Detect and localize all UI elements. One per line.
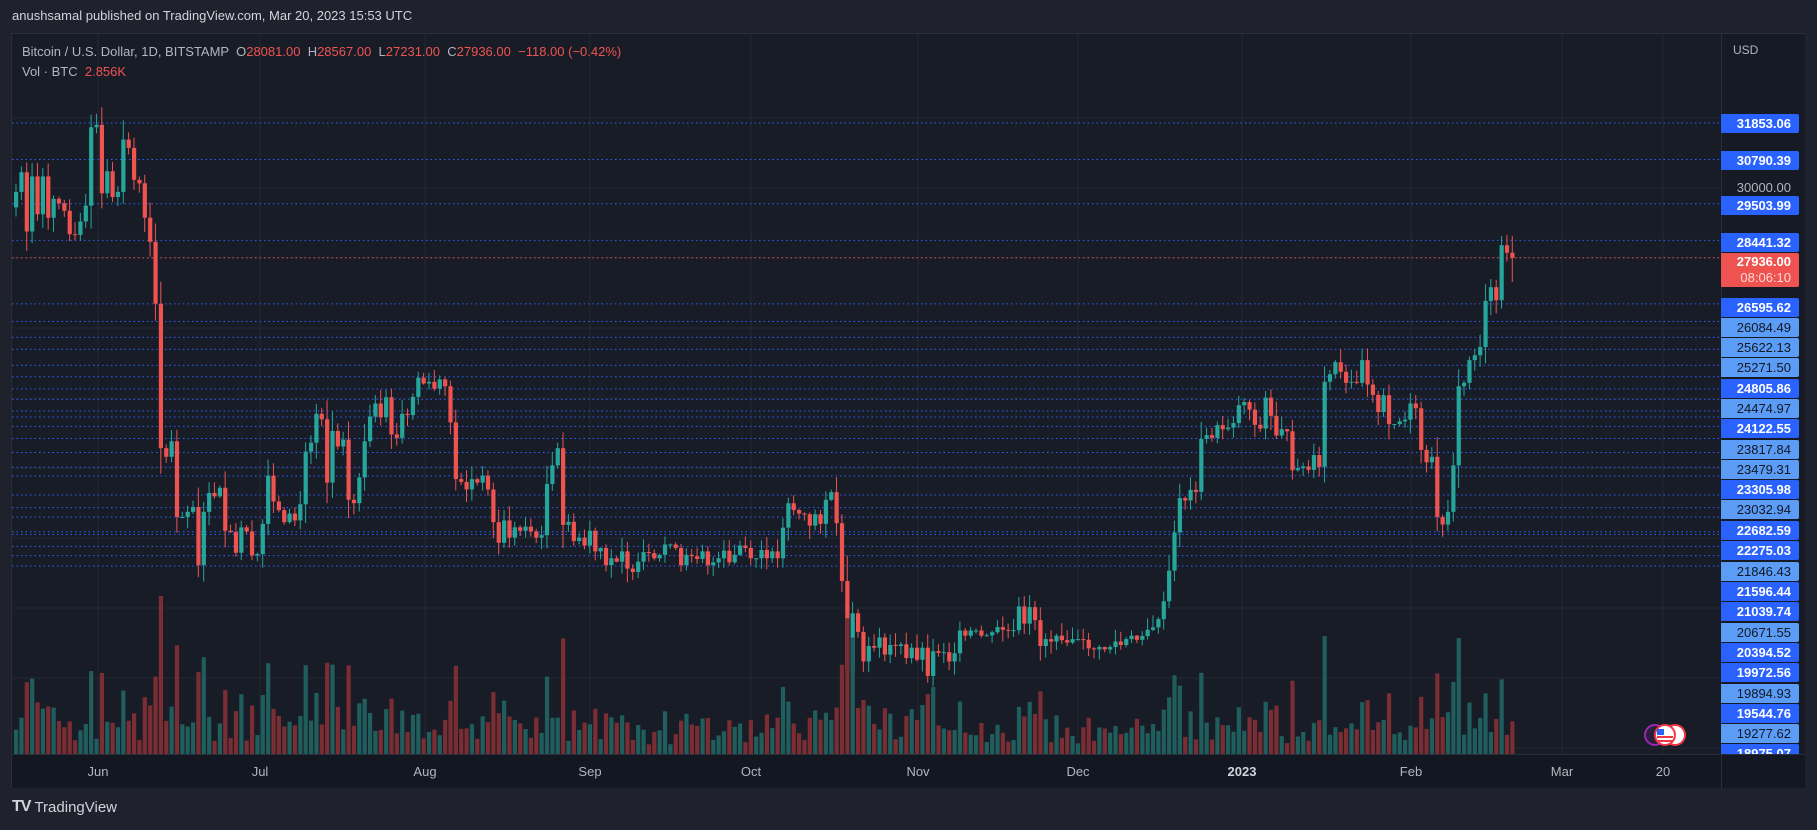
currency-label[interactable]: USD (1733, 43, 1759, 57)
price-level-label: 30790.39 (1721, 151, 1799, 170)
price-level-label: 26084.49 (1721, 318, 1799, 337)
price-level-label: 25271.50 (1721, 358, 1799, 377)
price-level-label: 28441.32 (1721, 233, 1799, 252)
tradingview-brand[interactable]: TV TradingView (12, 798, 117, 816)
tradingview-logo-icon: TV (12, 798, 31, 815)
price-level-label: 21039.74 (1721, 602, 1799, 621)
price-level-label: 19894.93 (1721, 684, 1799, 703)
price-level-label: 20671.55 (1721, 623, 1799, 642)
time-tick-label: Feb (1399, 764, 1423, 779)
time-tick-label: 20 (1655, 764, 1671, 779)
price-level-label: 26595.62 (1721, 298, 1799, 317)
price-level-label: 23032.94 (1721, 500, 1799, 519)
price-level-label: 21596.44 (1721, 582, 1799, 601)
open-value: 28081.00 (246, 44, 301, 59)
high-value: 28567.00 (317, 44, 372, 59)
volume-label[interactable]: Vol · BTC (22, 64, 78, 79)
time-tick-label: Mar (1550, 764, 1574, 779)
price-level-label: 19972.56 (1721, 663, 1799, 682)
price-level-label: 24805.86 (1721, 379, 1799, 398)
low-value: 27231.00 (385, 44, 441, 59)
price-level-label: 23305.98 (1721, 480, 1799, 499)
time-tick-label: Dec (1066, 764, 1090, 779)
price-level-label: 30000.00 (1736, 180, 1791, 195)
price-level-label: 31853.06 (1721, 114, 1799, 133)
chart-legend: Bitcoin / U.S. Dollar, 1D, BITSTAMP O280… (22, 42, 621, 82)
time-tick-label: Aug (413, 764, 437, 779)
price-level-label: 23479.31 (1721, 460, 1799, 479)
time-tick-label: Jun (87, 764, 109, 779)
time-tick-label: Sep (578, 764, 602, 779)
price-level-label: 19544.76 (1721, 704, 1799, 723)
price-level-label: 19277.62 (1721, 724, 1799, 743)
chart-plot-area[interactable] (12, 34, 1720, 754)
ohlc-row: Bitcoin / U.S. Dollar, 1D, BITSTAMP O280… (22, 44, 622, 59)
brand-name: TradingView (34, 798, 117, 816)
symbol-title[interactable]: Bitcoin / U.S. Dollar, 1D, BITSTAMP (22, 44, 229, 59)
price-level-label: 24122.55 (1721, 419, 1799, 438)
time-tick-label: 2023 (1227, 764, 1257, 779)
change-value: −118.00 (−0.42%) (518, 44, 622, 59)
price-level-label: 22682.59 (1721, 521, 1799, 540)
last-price: 27936.00 (1736, 254, 1791, 269)
candlestick-chart[interactable] (12, 34, 1720, 754)
price-level-label: 20394.52 (1721, 643, 1799, 662)
axis-corner (1721, 754, 1805, 788)
time-axis[interactable]: Jun Jul Aug Sep Oct Nov Dec 2023 Feb Mar 20 (12, 754, 1721, 788)
price-level-label: 25622.13 (1721, 338, 1799, 357)
close-value: 27936.00 (456, 44, 511, 59)
time-tick-label: Nov (906, 764, 930, 779)
bar-countdown: 08:06:10 (1740, 270, 1791, 285)
volume-value: 2.856K (84, 64, 127, 79)
time-tick-label: Oct (740, 764, 762, 779)
price-level-label: 21846.43 (1721, 562, 1799, 581)
time-tick-label: Jul (251, 764, 269, 779)
published-byline: anushsamal published on TradingView.com,… (12, 8, 413, 23)
price-level-label: 22275.03 (1721, 541, 1799, 560)
volume-row: Vol · BTC 2.856K (22, 62, 621, 82)
price-level-label: 29503.99 (1721, 196, 1799, 215)
price-level-label: 23817.84 (1721, 440, 1799, 459)
last-price-label: 27936.00 08:06:10 (1721, 253, 1799, 287)
price-level-label: 24474.97 (1721, 399, 1799, 418)
